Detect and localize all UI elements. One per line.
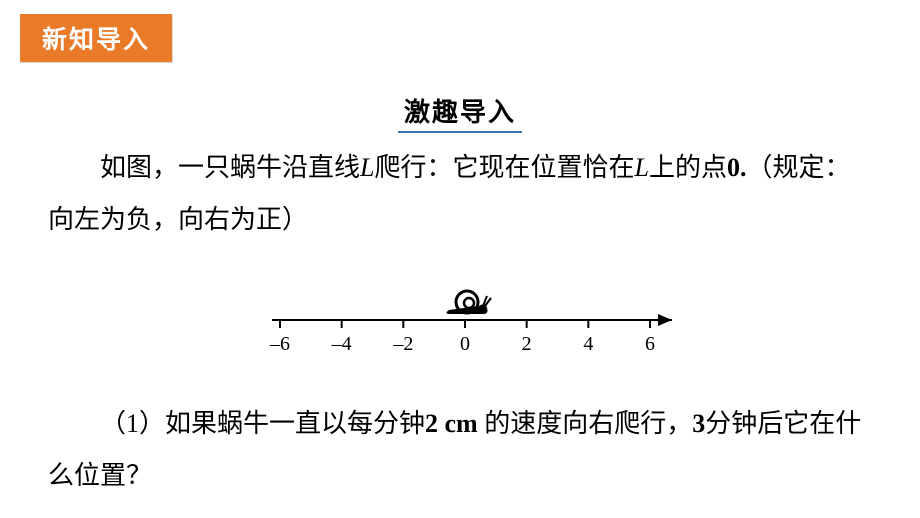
p2-time: 3: [692, 409, 705, 438]
p1-text-a: 如图，一只蜗牛沿直线: [100, 153, 360, 182]
snail-icon: [446, 291, 491, 314]
tick-label--2: –2: [392, 333, 413, 355]
title-wrap: 激趣导入: [0, 92, 920, 133]
p2-text-b: 的速度向右爬行，: [484, 409, 692, 438]
paragraph-1: 如图，一只蜗牛沿直线L爬行：它现在位置恰在L上的点0.（规定：向左为负，向右为正…: [48, 142, 872, 246]
tick-label-6: 6: [645, 333, 655, 355]
slide-page: 新知导入 激趣导入 如图，一只蜗牛沿直线L爬行：它现在位置恰在L上的点0.（规定…: [0, 0, 920, 518]
badge-label: 新知导入: [42, 26, 150, 54]
number-line-svg: –6 –4 –2 0 2 4 6: [240, 262, 680, 372]
p1-var-L1: L: [360, 153, 374, 182]
p2-speed: 2 cm: [425, 409, 484, 438]
p2-text-a: （1）如果蜗牛一直以每分钟: [100, 409, 425, 438]
axis-arrow: [658, 314, 672, 326]
lesson-title: 激趣导入: [398, 92, 522, 133]
section-badge: 新知导入: [20, 14, 172, 62]
p1-text-c: 上的点: [649, 153, 727, 182]
tick-label-0: 0: [460, 333, 470, 355]
tick-label-2: 2: [522, 333, 532, 355]
p1-zero: 0.: [727, 153, 747, 182]
p1-text-b: 爬行：它现在位置恰在: [374, 153, 634, 182]
number-line-figure: –6 –4 –2 0 2 4 6: [240, 262, 680, 372]
tick-label--4: –4: [331, 333, 352, 355]
paragraph-2: （1）如果蜗牛一直以每分钟2 cm 的速度向右爬行，3分钟后它在什么位置？: [48, 398, 872, 502]
tick-label-4: 4: [583, 333, 593, 355]
p1-var-L2: L: [635, 153, 649, 182]
tick-label--6: –6: [269, 333, 290, 355]
